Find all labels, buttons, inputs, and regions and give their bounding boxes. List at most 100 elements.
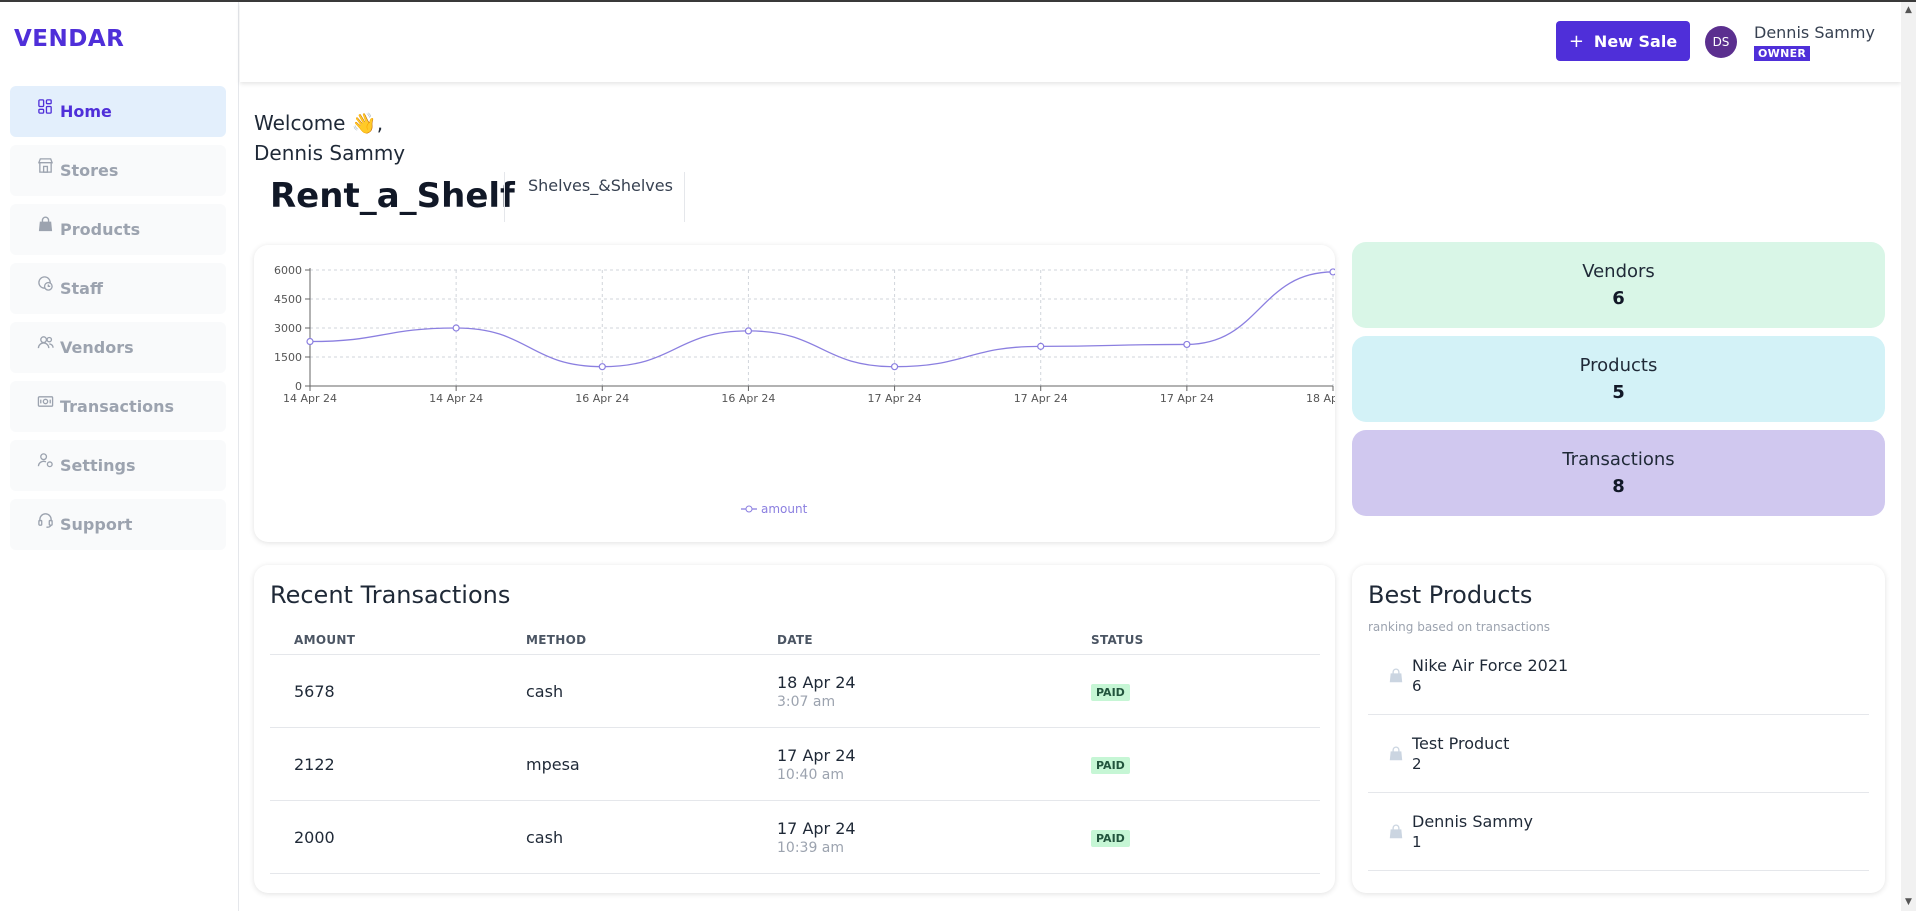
sidebar-item-label: Support [60,515,133,534]
best-products-title: Best Products [1368,581,1533,609]
product-name: Dennis Sammy [1412,812,1533,831]
sidebar-item-label: Transactions [60,397,175,416]
plus-icon: + [1568,30,1584,52]
column-header-date: DATE [777,632,813,647]
sidebar-item-settings[interactable]: Settings [10,440,226,491]
cell-amount: 5678 [294,681,335,701]
data-point [890,363,899,371]
status-badge: PAID [1091,684,1130,701]
date-text: 17 Apr 24 [777,745,856,765]
sidebar: VENDAR Home Stores Products Staff [0,2,239,911]
stat-card-transactions[interactable]: Transactions 8 [1352,430,1885,516]
y-tick-label: 0 [295,380,302,393]
data-point [306,337,314,346]
stat-card-products[interactable]: Products 5 [1352,336,1885,422]
x-tick-label: 16 Apr 24 [721,392,775,405]
app-logo[interactable]: VENDAR [14,26,125,52]
cell-amount: 2000 [294,827,335,847]
time-text: 10:40 am [777,766,845,783]
sales-line-chart: 0 1500 3000 4500 6000 14 Apr 24 14 Apr 24 16 Ap… [274,264,1335,516]
cell-status: PAID [1091,827,1320,847]
users-icon [36,334,54,352]
x-tick-label: 17 Apr 24 [868,392,922,405]
data-point [1329,268,1335,276]
y-tick-label: 4500 [274,293,302,306]
role-badge: OWNER [1754,46,1811,61]
y-tick-label: 6000 [274,264,302,277]
new-sale-button[interactable]: + New Sale [1556,21,1690,61]
list-item[interactable]: Nike Air Force 2021 6 [1368,637,1869,715]
user-settings-icon [36,452,54,470]
series-line-amount [309,271,1334,368]
data-point [598,363,606,371]
product-name: Test Product [1412,734,1510,753]
welcome-greeting: Welcome 👋, [254,111,384,135]
sidebar-item-home[interactable]: Home [10,86,226,137]
product-count: 6 [1412,677,1422,695]
welcome-name: Dennis Sammy [254,141,406,165]
cell-date: 18 Apr 24 3:07 am [777,673,1091,710]
welcome-message: Welcome 👋, Dennis Sammy [254,108,405,168]
date-text: 18 Apr 24 [777,672,856,692]
cell-status: PAID [1091,754,1320,774]
data-point [452,324,460,332]
table-row[interactable]: 2122 mpesa 17 Apr 24 10:40 am PAID [270,728,1320,801]
cell-date: 17 Apr 24 10:40 am [777,746,1091,783]
recent-transactions-card: Recent Transactions AMOUNT METHOD DATE S… [254,565,1335,893]
stat-card-vendors[interactable]: Vendors 6 [1352,242,1885,328]
sidebar-item-staff[interactable]: Staff [10,263,226,314]
best-products-subtitle: ranking based on transactions [1368,620,1551,634]
x-tick-label: 17 Apr 24 [1160,392,1214,405]
column-header-status: STATUS [1091,632,1144,647]
scroll-down-arrow-icon[interactable]: ▼ [1905,897,1912,907]
stat-value: 5 [1612,382,1625,403]
list-item[interactable]: Test Product 2 [1368,715,1869,793]
store-tab[interactable]: Shelves_&Shelves [528,176,673,195]
legend-label: amount [761,502,808,516]
window-top-border [0,0,1916,2]
user-name: Dennis Sammy [1754,23,1875,42]
sidebar-item-stores[interactable]: Stores [10,145,226,196]
sidebar-item-transactions[interactable]: Transactions [10,381,226,432]
home-icon [36,98,54,116]
staff-icon [36,275,54,293]
table-row[interactable]: 2000 cash 17 Apr 24 10:39 am PAID [270,801,1320,874]
product-info: Test Product 2 [1412,734,1509,773]
bag-icon [36,216,54,234]
sidebar-item-support[interactable]: Support [10,499,226,550]
bag-icon [1389,823,1403,838]
table-row[interactable]: 5678 cash 18 Apr 24 3:07 am PAID [270,655,1320,728]
bag-icon [1389,745,1403,760]
sidebar-item-label: Home [60,102,112,121]
sidebar-item-label: Products [60,220,141,239]
store-title: Rent_a_Shelf [270,176,515,216]
product-count: 2 [1412,755,1422,773]
table-header: AMOUNT METHOD DATE STATUS [270,625,1320,655]
page-scrollbar[interactable]: ▲ ▼ [1901,2,1916,911]
time-text: 10:39 am [777,839,845,856]
headset-icon [36,511,54,529]
cell-amount: 2122 [294,754,335,774]
x-tick-label: 14 Apr 24 [283,392,337,405]
data-point [1183,340,1191,349]
sidebar-item-products[interactable]: Products [10,204,226,255]
data-point [744,327,753,335]
cell-method: cash [526,827,564,847]
product-info: Nike Air Force 2021 6 [1412,656,1568,695]
stat-title: Transactions [1562,449,1675,470]
scroll-up-arrow-icon[interactable]: ▲ [1905,5,1912,15]
list-item[interactable]: Dennis Sammy 1 [1368,793,1869,871]
stat-title: Vendors [1582,261,1655,282]
sales-chart-card: 0 1500 3000 4500 6000 14 Apr 24 14 Apr 24 16 Ap… [254,245,1335,542]
product-name: Nike Air Force 2021 [1412,656,1569,675]
legend-marker [745,505,753,513]
avatar[interactable]: DS [1705,26,1737,58]
money-icon [36,393,54,411]
sidebar-item-vendors[interactable]: Vendors [10,322,226,373]
stat-title: Products [1579,355,1658,376]
product-info: Dennis Sammy 1 [1412,812,1533,851]
data-point [1037,342,1045,350]
cell-date: 17 Apr 24 10:39 am [777,819,1091,856]
status-badge: PAID [1091,830,1130,847]
sidebar-item-label: Staff [60,279,103,298]
